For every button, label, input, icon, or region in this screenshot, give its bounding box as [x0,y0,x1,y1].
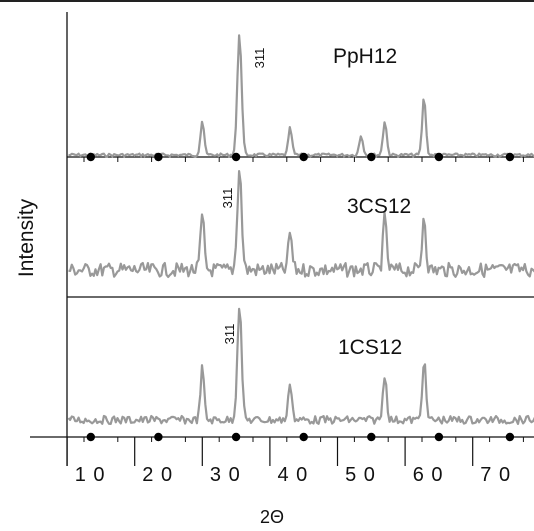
reference-marker [505,432,515,442]
peak-label: 311 [222,324,237,345]
reference-marker [367,152,376,162]
x-axis-label: 2Θ [260,507,284,527]
reference-marker [299,432,308,442]
panel-label: 1CS12 [338,336,402,359]
axes [30,12,534,466]
x-tick-label: 7 0 [480,464,511,486]
reference-marker [299,152,308,162]
x-ticks: 1 02 03 04 05 06 07 08 0 [66,157,524,486]
reference-marker [154,152,163,162]
series-line-3CS12 [68,170,534,278]
series-line-1CS12 [67,307,534,425]
peak-label: 311 [220,188,235,209]
panel-labels: PpH12 311 3CS12 311 1CS12 311 [220,45,411,359]
panel-label: PpH12 [333,45,397,68]
x-tick-label: 3 0 [210,464,241,486]
x-tick-label: 5 0 [345,464,376,486]
reference-marker [367,432,376,442]
series-line-PpH12 [68,34,534,158]
reference-marker [231,432,241,442]
x-tick-label: 4 0 [277,464,308,486]
panel-label: 3CS12 [347,195,411,218]
reference-marker [154,432,163,442]
reference-marker [86,152,96,162]
reference-marker [505,152,515,162]
reference-marker [434,152,444,162]
series-layer [67,34,534,442]
x-tick-label: 1 0 [75,464,106,486]
x-tick-label: 2 0 [142,464,173,486]
reference-marker [86,432,96,442]
peak-label: 311 [252,48,267,69]
y-axis-label: Intensity [15,198,38,277]
reference-marker [434,432,444,442]
reference-marker [231,152,241,162]
x-tick-label: 6 0 [413,464,444,486]
